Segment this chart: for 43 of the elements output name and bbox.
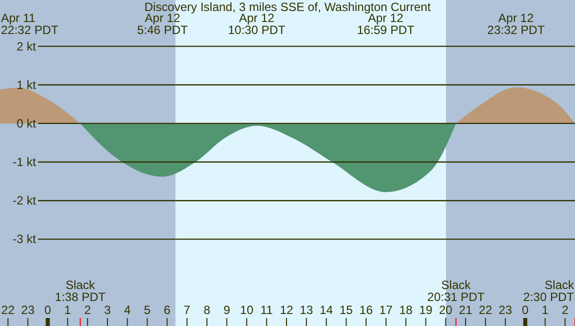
x-tick-label: 1 (64, 303, 72, 317)
x-tick-label: 13 (300, 303, 314, 317)
annotation: Apr 12 23:32 PDT (487, 11, 546, 37)
x-tick-label: 0 (522, 303, 529, 317)
annotation: Slack 20:31 PDT (427, 278, 486, 304)
x-tick-label: 2 (84, 303, 92, 317)
x-tick-label: 22 (478, 303, 492, 317)
x-tick-label: 22 (1, 303, 15, 317)
x-tick-label: 10 (240, 303, 254, 317)
x-tick-label: 12 (280, 303, 294, 317)
x-tick-label: 21 (458, 303, 473, 317)
y-tick-label: -2 kt (12, 194, 37, 208)
x-tick-label: 2 (562, 303, 569, 317)
x-tick-label: 7 (184, 303, 191, 317)
x-tick-label: 14 (320, 303, 334, 317)
annotation: Slack 1:38 PDT (54, 278, 106, 304)
annotation: Apr 12 10:30 PDT (228, 11, 286, 37)
x-tick-label: 16 (359, 303, 374, 317)
x-tick-label: 8 (204, 303, 211, 317)
x-tick-label: 1 (542, 303, 549, 317)
x-tick-label: 19 (419, 303, 433, 317)
x-tick-label: 15 (340, 303, 354, 317)
y-tick-label: 0 kt (16, 116, 37, 130)
annotation: Apr 12 5:46 PDT (137, 11, 188, 37)
annotation: Apr 11 22:32 PDT (1, 11, 60, 37)
y-tick-label: 2 kt (16, 39, 37, 54)
chart-title: Discovery Island, 3 miles SSE of, Washington Current (144, 0, 432, 14)
x-tick-label: 20 (438, 303, 453, 317)
y-tick-label: 1 kt (16, 78, 37, 92)
y-tick-label: -1 kt (12, 155, 37, 170)
x-tick-label: 5 (144, 303, 151, 317)
x-tick-label: 23 (21, 303, 35, 317)
x-tick-label: 6 (164, 303, 171, 317)
x-tick-label: 18 (399, 303, 413, 317)
x-tick-label: 17 (379, 303, 393, 317)
x-tick-label: 23 (498, 303, 512, 317)
annotation: Slack 2:30 PDT (523, 278, 575, 304)
y-tick-label: -3 kt (12, 232, 37, 246)
x-tick-label: 9 (223, 303, 230, 317)
x-tick-label: 3 (104, 303, 112, 317)
x-tick-label: 4 (124, 303, 131, 317)
x-tick-label: 11 (260, 303, 274, 317)
x-tick-label: 0 (44, 303, 52, 317)
